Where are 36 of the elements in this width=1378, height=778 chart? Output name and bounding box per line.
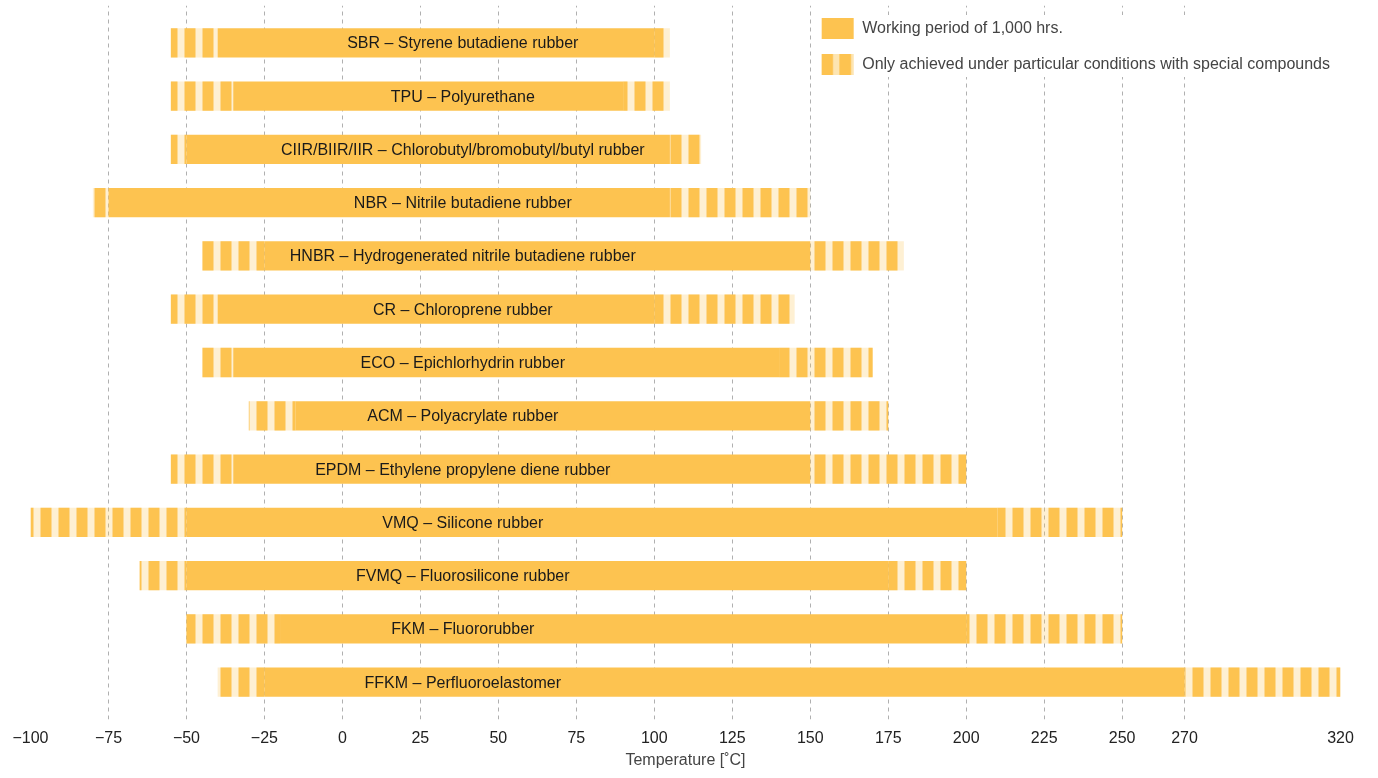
x-axis-title: Temperature [˚C] bbox=[625, 750, 746, 768]
y-tick-label: CR – Chloroprene rubber bbox=[372, 300, 554, 318]
bar bbox=[280, 614, 967, 644]
bar bbox=[264, 667, 1185, 697]
x-tick-label: 270 bbox=[1171, 728, 1198, 746]
y-tick-label: EPDM – Ethylene propylene diene rubber bbox=[315, 460, 612, 478]
bar bbox=[186, 507, 998, 537]
y-tick-label: ACM – Polyacrylate rubber bbox=[367, 407, 560, 425]
y-tick-label: ECO – Epichlorhydrin rubber bbox=[360, 354, 566, 371]
x-tick-label: 125 bbox=[718, 728, 746, 746]
x-tick-label: 0 bbox=[337, 728, 347, 746]
x-tick-label: 225 bbox=[1030, 728, 1058, 746]
x-tick-label: 25 bbox=[411, 728, 430, 746]
legend-label: Only achieved under particular conditions with special compounds bbox=[862, 55, 1330, 73]
x-tick-label: −75 bbox=[94, 728, 123, 746]
y-tick-label: SBR – Styrene butadiene rubber bbox=[347, 34, 580, 52]
y-tick-label: VMQ – Silicone rubber bbox=[382, 513, 544, 531]
x-tick-label: 175 bbox=[874, 728, 902, 746]
x-tick-label: −100 bbox=[12, 728, 49, 746]
x-tick-label: 75 bbox=[567, 728, 586, 746]
y-tick-label: CIIR/BIIR/IIR – Chlorobutyl/bromobutyl/butyl rubber bbox=[280, 140, 646, 158]
y-tick-label: FVMQ – Fluorosilicone rubber bbox=[356, 567, 571, 585]
x-tick-label: 100 bbox=[640, 728, 668, 746]
x-tick-label: −50 bbox=[172, 728, 201, 746]
x-tick-label: 50 bbox=[489, 728, 508, 746]
y-tick-label: TPU – Polyurethane bbox=[390, 87, 535, 105]
y-tick-label: FKM – Fluororubber bbox=[391, 620, 536, 638]
y-tick-label: HNBR – Hydrogenerated nitrile butadiene rubber bbox=[289, 247, 637, 265]
x-tick-label: −25 bbox=[250, 728, 279, 746]
y-tick-label: NBR – Nitrile butadiene rubber bbox=[353, 194, 573, 212]
y-tick-label: FFKM – Perfluoroelastomer bbox=[364, 673, 562, 691]
x-tick-label: 200 bbox=[952, 728, 980, 746]
x-tick-label: 250 bbox=[1108, 728, 1136, 746]
x-tick-label: 150 bbox=[796, 728, 824, 746]
x-tick-label: 320 bbox=[1327, 728, 1354, 746]
legend-label: Working period of 1,000 hrs. bbox=[862, 19, 1063, 37]
